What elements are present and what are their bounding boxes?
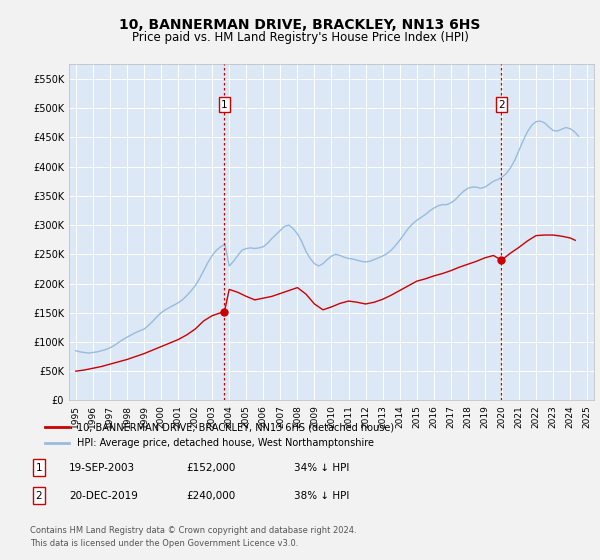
Text: £152,000: £152,000 (186, 463, 235, 473)
Text: 38% ↓ HPI: 38% ↓ HPI (294, 491, 349, 501)
Text: Contains HM Land Registry data © Crown copyright and database right 2024.: Contains HM Land Registry data © Crown c… (30, 526, 356, 535)
Text: 20-DEC-2019: 20-DEC-2019 (69, 491, 138, 501)
Text: This data is licensed under the Open Government Licence v3.0.: This data is licensed under the Open Gov… (30, 539, 298, 548)
Text: 19-SEP-2003: 19-SEP-2003 (69, 463, 135, 473)
Legend: 10, BANNERMAN DRIVE, BRACKLEY, NN13 6HS (detached house), HPI: Average price, de: 10, BANNERMAN DRIVE, BRACKLEY, NN13 6HS … (40, 418, 399, 453)
Text: £240,000: £240,000 (186, 491, 235, 501)
Text: 10, BANNERMAN DRIVE, BRACKLEY, NN13 6HS: 10, BANNERMAN DRIVE, BRACKLEY, NN13 6HS (119, 18, 481, 32)
Text: 1: 1 (35, 463, 43, 473)
Text: 1: 1 (221, 100, 228, 110)
Text: 34% ↓ HPI: 34% ↓ HPI (294, 463, 349, 473)
Text: 2: 2 (35, 491, 43, 501)
Text: Price paid vs. HM Land Registry's House Price Index (HPI): Price paid vs. HM Land Registry's House … (131, 31, 469, 44)
Text: 2: 2 (498, 100, 505, 110)
